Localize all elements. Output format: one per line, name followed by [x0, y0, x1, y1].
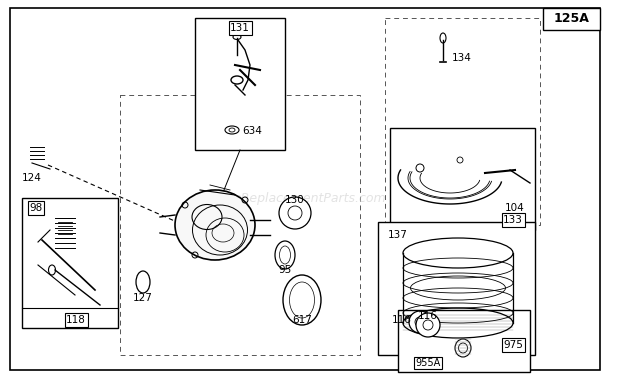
Text: 634: 634 — [242, 126, 262, 136]
Text: 137: 137 — [388, 230, 408, 240]
Text: 130: 130 — [285, 195, 305, 205]
Text: 975: 975 — [503, 340, 523, 350]
Text: 133: 133 — [503, 215, 523, 225]
Polygon shape — [195, 18, 285, 150]
Text: eReplacementParts.com: eReplacementParts.com — [234, 192, 386, 205]
Text: 134: 134 — [452, 53, 472, 63]
Polygon shape — [543, 8, 600, 30]
Text: 955A: 955A — [415, 358, 441, 368]
Polygon shape — [10, 8, 600, 370]
Text: 116: 116 — [392, 315, 412, 325]
Polygon shape — [22, 198, 118, 328]
Polygon shape — [378, 222, 535, 355]
Text: 124: 124 — [22, 173, 42, 183]
Text: 127: 127 — [133, 293, 153, 303]
Circle shape — [416, 313, 440, 337]
Text: 104: 104 — [505, 203, 525, 213]
Polygon shape — [390, 128, 535, 230]
Text: 131: 131 — [230, 23, 250, 33]
Text: 617: 617 — [292, 315, 312, 325]
Circle shape — [409, 311, 431, 333]
Text: 116: 116 — [418, 311, 438, 321]
Text: 118: 118 — [66, 315, 86, 325]
Ellipse shape — [455, 339, 471, 357]
Ellipse shape — [175, 190, 255, 260]
Text: 98: 98 — [29, 203, 43, 213]
Text: 95: 95 — [278, 265, 291, 275]
Circle shape — [279, 197, 311, 229]
Polygon shape — [398, 310, 530, 372]
Text: 125A: 125A — [554, 13, 590, 26]
